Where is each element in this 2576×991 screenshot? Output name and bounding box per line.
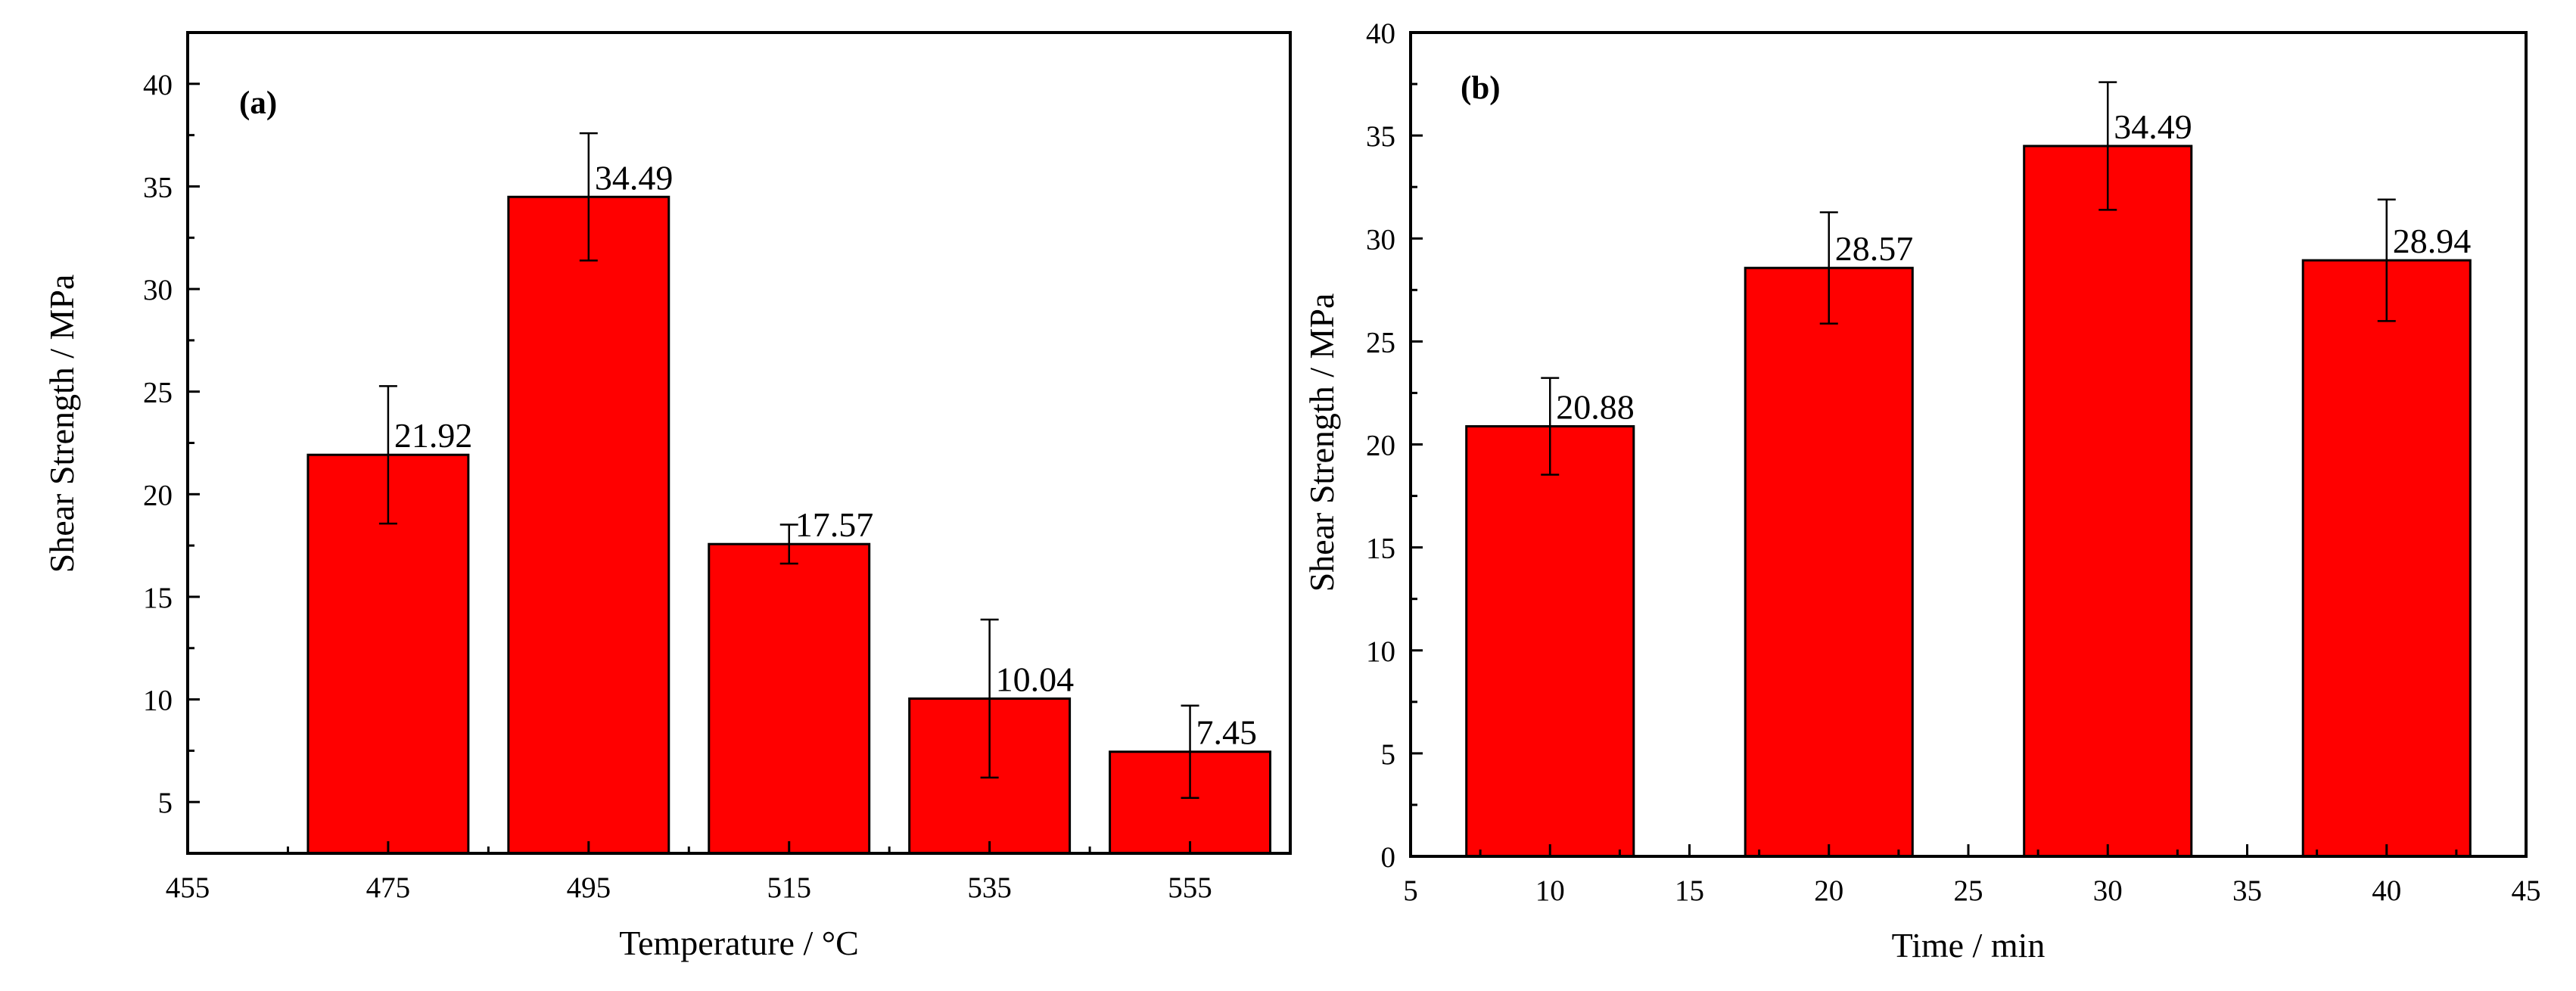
x-tick-label: 515 [767,871,811,904]
data-label: 17.57 [795,505,874,544]
y-tick-label: 5 [1381,738,1396,771]
x-axis-title: Time / min [1892,926,2046,965]
data-label: 34.49 [2114,107,2192,146]
data-label: 20.88 [1556,388,1635,427]
y-tick-label: 5 [158,787,173,819]
y-tick-label: 25 [143,377,173,409]
bar [708,542,871,855]
data-label: 28.57 [1835,229,1914,268]
y-tick-label: 20 [143,479,173,511]
y-tick-label: 0 [1381,841,1396,874]
y-tick-label: 35 [143,171,173,203]
y-axis-title: Shear Strength / MPa [1302,294,1341,592]
x-tick-label: 535 [967,871,1012,904]
y-tick-label: 20 [1366,430,1395,462]
data-label: 34.49 [595,158,674,197]
y-tick-label: 15 [1366,533,1395,565]
x-tick-label: 30 [2093,875,2123,907]
y-axis-title: Shear Strength / MPa [42,275,81,573]
y-tick-label: 40 [1366,17,1395,50]
x-tick-label: 10 [1535,875,1565,907]
x-tick-label: 455 [166,871,210,904]
bar [2023,144,2193,858]
x-tick-label: 35 [2232,875,2262,907]
x-tick-label: 475 [366,871,411,904]
bar [1465,425,1635,858]
x-axis-title: Temperature / °C [619,924,859,962]
panel-label: (b) [1461,70,1501,106]
y-tick-label: 35 [1366,120,1395,153]
data-label: 21.92 [394,416,473,455]
y-tick-label: 10 [143,685,173,717]
y-tick-label: 30 [143,274,173,306]
x-tick-label: 495 [567,871,611,904]
bar [507,195,670,855]
x-tick-label: 15 [1675,875,1704,907]
data-label: 10.04 [996,660,1075,698]
y-tick-label: 15 [143,582,173,614]
x-tick-label: 20 [1814,875,1843,907]
x-tick-label: 555 [1168,871,1212,904]
y-tick-label: 10 [1366,635,1395,668]
bar [1744,266,1914,858]
bar [2301,259,2472,858]
y-tick-label: 30 [1366,223,1395,256]
x-tick-label: 45 [2512,875,2541,907]
y-tick-label: 40 [143,69,173,101]
x-tick-label: 5 [1403,875,1418,907]
x-tick-label: 25 [1954,875,1983,907]
x-tick-label: 40 [2372,875,2401,907]
y-tick-label: 25 [1366,326,1395,359]
data-label: 28.94 [2393,222,2472,260]
data-label: 7.45 [1196,713,1258,752]
panel-label: (a) [239,85,277,121]
